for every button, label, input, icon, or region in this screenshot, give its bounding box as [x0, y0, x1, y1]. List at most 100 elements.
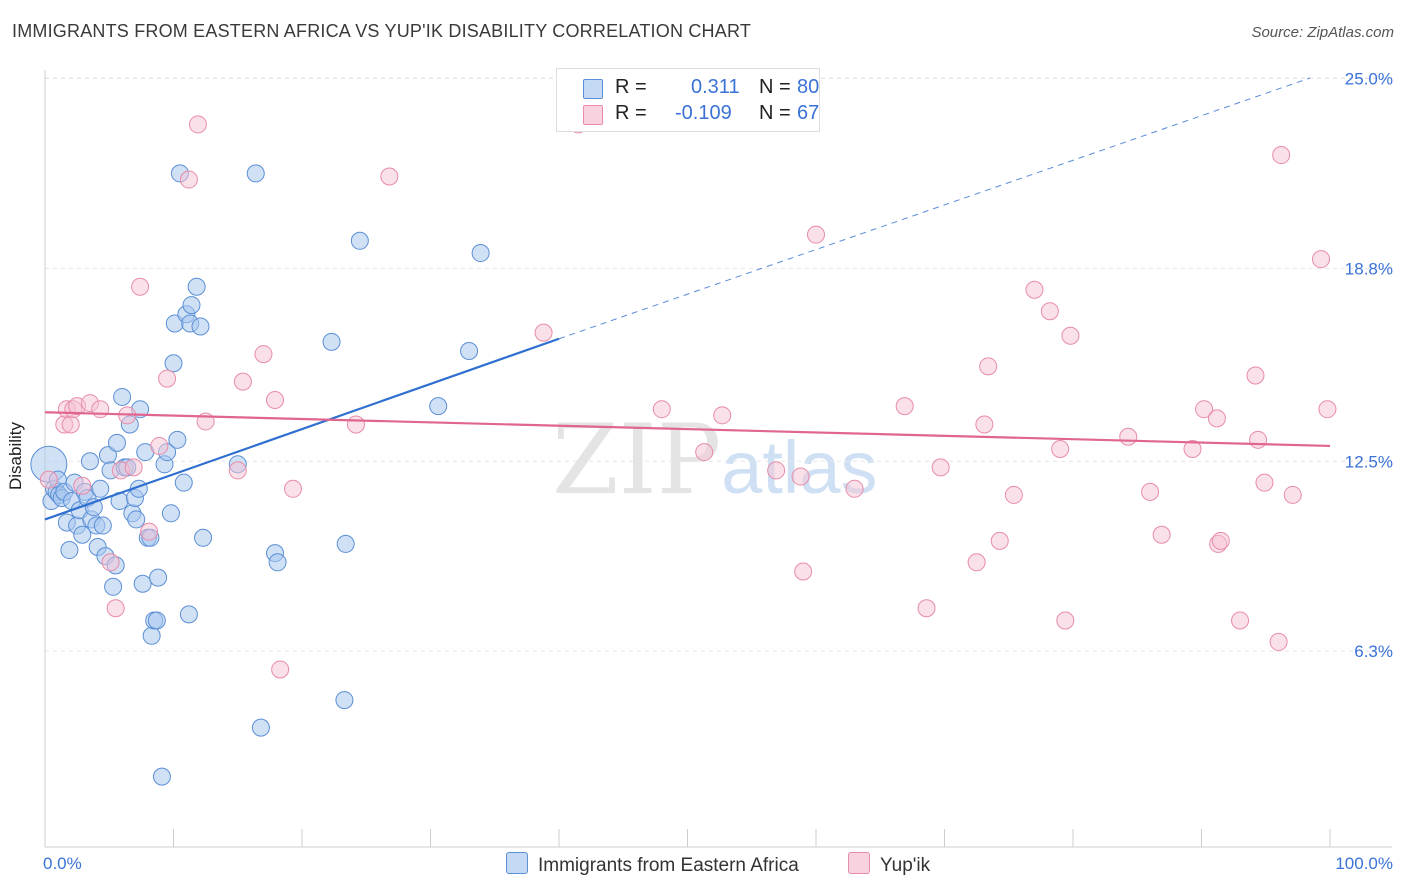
data-point	[254, 345, 273, 364]
data-point	[268, 553, 287, 572]
n-label: N =	[759, 76, 791, 98]
data-point	[147, 611, 166, 630]
y-tick-labels: 6.3% 12.5% 18.8% 25.0%	[1345, 70, 1393, 662]
data-point	[917, 599, 936, 618]
data-point	[1040, 302, 1059, 321]
data-point	[713, 406, 732, 425]
data-point	[652, 400, 671, 419]
data-point	[152, 767, 171, 786]
data-point	[1283, 485, 1302, 504]
legend-swatch-pink	[583, 105, 603, 125]
correlation-legend: R = 0.311 N = 80 R = -0.109 N = 67	[556, 68, 820, 132]
n-value: 80	[797, 76, 820, 98]
data-point	[113, 387, 132, 406]
data-point	[1249, 430, 1268, 449]
data-point	[191, 317, 210, 336]
data-point	[1056, 611, 1075, 630]
r-value: -0.109	[675, 102, 732, 124]
data-point	[380, 167, 399, 186]
data-point	[61, 415, 80, 434]
data-point	[158, 369, 177, 388]
data-point	[791, 467, 810, 486]
data-point	[1246, 366, 1265, 385]
data-point	[350, 231, 369, 250]
data-point	[336, 534, 355, 553]
data-point	[131, 277, 150, 296]
data-point	[1231, 611, 1250, 630]
data-point	[1004, 485, 1023, 504]
grid-lines	[45, 77, 1392, 652]
data-point	[106, 599, 125, 618]
data-point	[228, 461, 247, 480]
legend-label: Immigrants from Eastern Africa	[538, 855, 799, 876]
source-label: Source: ZipAtlas.com	[1251, 24, 1394, 41]
series-yupik-points	[39, 115, 1337, 679]
data-point	[168, 430, 187, 449]
y-tick-label: 12.5%	[1345, 452, 1393, 471]
data-point	[335, 691, 354, 710]
data-point	[91, 479, 110, 498]
data-point	[233, 372, 252, 391]
legend-swatch-pink	[848, 852, 870, 874]
r-label: R =	[615, 76, 647, 98]
data-point	[174, 473, 193, 492]
legend-item-eastern-africa: Immigrants from Eastern Africa	[506, 852, 799, 877]
trend-lines	[44, 77, 1331, 521]
data-point	[150, 436, 169, 455]
n-label: N =	[759, 102, 791, 124]
data-point	[266, 391, 285, 410]
data-point	[1183, 440, 1202, 459]
data-point	[101, 553, 120, 572]
data-point	[1269, 632, 1288, 651]
series-eastern-africa-points	[30, 164, 490, 786]
data-point	[80, 452, 99, 471]
legend-swatch-blue	[506, 852, 528, 874]
y-tick-label: 25.0%	[1345, 70, 1393, 89]
data-point	[179, 170, 198, 189]
legend-label: Yup'ik	[880, 855, 931, 876]
data-point	[187, 277, 206, 296]
data-point	[194, 528, 213, 547]
data-point	[140, 522, 159, 541]
trend-line-eastern-africa-extension	[558, 77, 1311, 340]
axes	[44, 70, 1392, 848]
data-point	[1318, 400, 1337, 419]
data-point	[695, 443, 714, 462]
r-label: R =	[615, 102, 647, 124]
y-tick-label: 18.8%	[1345, 259, 1393, 278]
data-point	[182, 296, 201, 315]
trend-line-yupik	[44, 411, 1331, 448]
watermark-zip: ZIP	[552, 404, 722, 516]
chart-title: IMMIGRANTS FROM EASTERN AFRICA VS YUP'IK…	[12, 21, 752, 41]
data-point	[1141, 482, 1160, 501]
data-point	[124, 458, 143, 477]
data-point	[322, 332, 341, 351]
data-point	[1025, 280, 1044, 299]
data-point	[1119, 427, 1138, 446]
data-point	[246, 164, 265, 183]
data-point	[767, 461, 786, 480]
data-point	[975, 415, 994, 434]
data-point	[1272, 146, 1291, 165]
n-value: 67	[797, 102, 820, 124]
data-point	[73, 476, 92, 495]
legend-swatch-blue	[583, 79, 603, 99]
data-point	[73, 525, 92, 544]
data-point	[979, 357, 998, 376]
y-axis-label: Disability	[6, 421, 25, 491]
data-point	[534, 323, 553, 342]
data-point	[1061, 326, 1080, 345]
data-point	[1207, 409, 1226, 428]
data-point	[1051, 440, 1070, 459]
legend-item-yupik: Yup'ik	[848, 852, 930, 877]
data-point	[104, 577, 123, 596]
r-value: 0.311	[691, 76, 740, 98]
data-point	[845, 479, 864, 498]
data-point	[179, 605, 198, 624]
data-point	[1211, 531, 1230, 550]
data-point	[794, 562, 813, 581]
data-point	[931, 458, 950, 477]
data-point	[429, 397, 448, 416]
data-point	[161, 504, 180, 523]
